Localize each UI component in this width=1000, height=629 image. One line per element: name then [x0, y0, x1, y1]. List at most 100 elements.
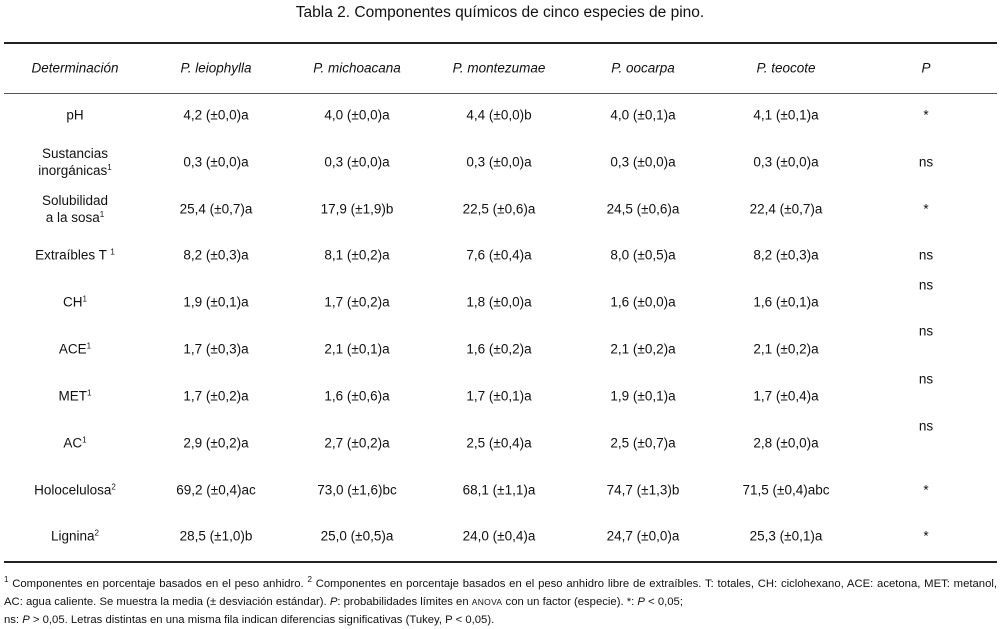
- table-cell: 0,3 (±0,0)a: [753, 154, 819, 170]
- table-cell: 8,2 (±0,3)a: [183, 247, 249, 263]
- table-cell: 4,2 (±0,0)a: [183, 107, 249, 123]
- table-cell: 0,3 (±0,0)a: [183, 154, 249, 170]
- row-label-text: Holocelulosa: [34, 482, 112, 498]
- row-label-text: Extraíbles T: [35, 247, 111, 263]
- table-cell: 25,0 (±0,5)a: [320, 528, 394, 544]
- table-cell: 2,7 (±0,2)a: [324, 435, 390, 451]
- row-label-text: Solubilidad: [41, 193, 109, 208]
- row-label: Extraíbles T 1: [35, 247, 115, 264]
- row-label: MET1: [59, 388, 92, 405]
- row-label: Lignina2: [51, 528, 99, 545]
- footnote-text-3: : probabilidades límites en: [337, 596, 472, 608]
- table-cell: 1,8 (±0,0)a: [466, 294, 532, 310]
- row-label-line: Lignina2: [51, 528, 99, 545]
- footnote-marker: 1: [99, 210, 105, 219]
- table-cell: 1,6 (±0,0)a: [610, 294, 676, 310]
- footnote-marker-2: 2: [307, 575, 312, 584]
- footnote-anova: ANOVA: [471, 597, 503, 607]
- table-cell: 0,3 (±0,0)a: [610, 154, 676, 170]
- footnote-marker: 1: [107, 163, 112, 172]
- footnote-text-6: ns:: [4, 614, 23, 626]
- table-cell: 68,1 (±1,1)a: [462, 482, 536, 498]
- row-label-text: ACE: [58, 341, 87, 357]
- footnote-text-4: con un factor (especie). *:: [502, 596, 638, 608]
- column-header: Determinación: [31, 60, 119, 76]
- table-cell: 2,9 (±0,2)a: [183, 435, 249, 451]
- row-label: CH1: [63, 294, 87, 311]
- column-header: P. montezumae: [452, 60, 546, 76]
- row-label: Solubilidad a la sosa1: [42, 192, 108, 226]
- table-cell: 25,3 (±0,1)a: [749, 528, 823, 544]
- footnote-text-1: Componentes en porcentaje basados en el …: [8, 578, 308, 590]
- table-bottom-rule: [4, 561, 997, 563]
- row-label-line: Solubilidad: [42, 192, 108, 209]
- row-label: AC1: [63, 435, 86, 452]
- table-cell: 0,3 (±0,0)a: [466, 154, 532, 170]
- p-value-cell: *: [923, 528, 929, 544]
- row-label: Sustancias inorgánicas1: [38, 145, 112, 179]
- footnote-p-symbol: P: [637, 596, 645, 608]
- table-cell: 2,8 (±0,0)a: [753, 435, 819, 451]
- table-cell: 1,6 (±0,1)a: [753, 294, 819, 310]
- p-value-cell: ns: [918, 371, 934, 387]
- row-label-line: Holocelulosa2: [34, 482, 116, 499]
- footnote-line-1: 1 Componentes en porcentaje basados en e…: [4, 575, 997, 611]
- footnote-p-symbol: P: [329, 596, 338, 608]
- row-label-text: pH: [66, 107, 84, 123]
- p-value-cell: *: [923, 201, 929, 217]
- table-cell: 4,0 (±0,1)a: [610, 107, 676, 123]
- table-cell: 22,4 (±0,7)a: [749, 201, 823, 217]
- table-cell: 1,9 (±0,1)a: [610, 388, 676, 404]
- table-cell: 2,1 (±0,2)a: [610, 341, 676, 357]
- p-value-cell: *: [923, 482, 929, 498]
- table-cell: 2,1 (±0,2)a: [753, 341, 819, 357]
- table-cell: 71,5 (±0,4)abc: [742, 482, 830, 498]
- table-cell: 2,5 (±0,4)a: [466, 435, 532, 451]
- row-label-text: AC: [63, 435, 83, 451]
- table-cell: 1,6 (±0,6)a: [324, 388, 390, 404]
- table-cell: 7,6 (±0,4)a: [466, 247, 532, 263]
- table-cell: 1,7 (±0,2)a: [183, 388, 249, 404]
- footnote-text-2: Componentes en porcentaje basados en el …: [4, 578, 997, 608]
- table-cell: 69,2 (±0,4)ac: [176, 482, 256, 498]
- row-label-line: CH1: [63, 294, 87, 311]
- p-value-cell: ns: [918, 154, 934, 170]
- footnote-marker: 1: [87, 388, 92, 398]
- row-label-line: MET1: [59, 388, 92, 405]
- table-cell: 24,7 (±0,0)a: [606, 528, 680, 544]
- row-label-text: Lignina: [51, 528, 95, 544]
- p-value-cell: ns: [918, 323, 934, 339]
- table-cell: 2,1 (±0,1)a: [324, 341, 390, 357]
- row-label-text: inorgánicas: [38, 163, 108, 178]
- table-cell: 1,6 (±0,2)a: [466, 341, 532, 357]
- footnote-text-7: > 0,05. Letras distintas en una misma fi…: [29, 614, 495, 626]
- row-label-text: a la sosa: [45, 210, 100, 225]
- column-header: P. teocote: [756, 60, 816, 76]
- table-cell: 4,0 (±0,0)a: [324, 107, 390, 123]
- table-cell: 8,0 (±0,5)a: [610, 247, 676, 263]
- table-cell: 2,5 (±0,7)a: [610, 435, 676, 451]
- p-value-cell: ns: [918, 247, 934, 263]
- column-header: P: [921, 60, 931, 76]
- table-title: Tabla 2. Componentes químicos de cinco e…: [295, 4, 705, 21]
- row-label-line: AC1: [63, 435, 86, 452]
- table-cell: 8,1 (±0,2)a: [324, 247, 390, 263]
- table-cell: 24,0 (±0,4)a: [462, 528, 536, 544]
- table-cell: 17,9 (±1,9)b: [320, 201, 394, 217]
- row-label: pH: [66, 107, 83, 124]
- table-top-rule: [4, 42, 997, 44]
- table-cell: 1,7 (±0,2)a: [324, 294, 390, 310]
- row-label-line: ACE1: [59, 341, 91, 358]
- footnote-marker: 1: [110, 247, 115, 257]
- footnote-line-2: ns: P > 0,05. Letras distintas en una mi…: [4, 611, 997, 629]
- column-header: P. michoacana: [313, 60, 401, 76]
- footnote-marker: 1: [82, 294, 87, 304]
- table-cell: 73,0 (±1,6)bc: [317, 482, 397, 498]
- footnote-marker: 2: [94, 528, 99, 538]
- footnote-marker-1: 1: [4, 575, 9, 584]
- table-cell: 74,7 (±1,3)b: [606, 482, 680, 498]
- table-cell: 1,7 (±0,3)a: [183, 341, 249, 357]
- row-label-line: pH: [66, 107, 83, 124]
- row-label: Holocelulosa2: [34, 482, 116, 499]
- table-cell: 1,7 (±0,4)a: [753, 388, 819, 404]
